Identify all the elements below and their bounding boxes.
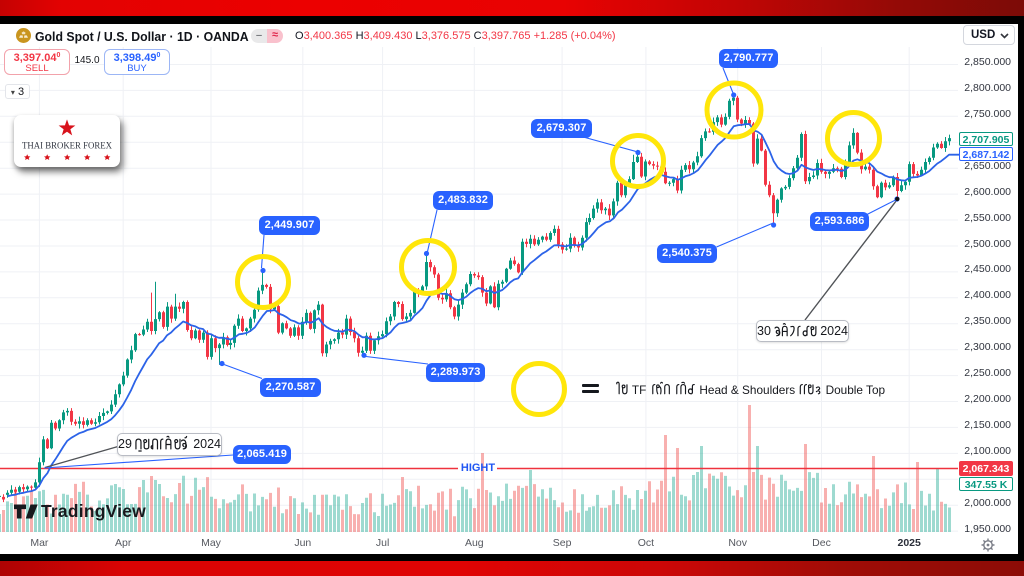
svg-text:THAI BROKER FOREX: THAI BROKER FOREX xyxy=(22,142,112,152)
